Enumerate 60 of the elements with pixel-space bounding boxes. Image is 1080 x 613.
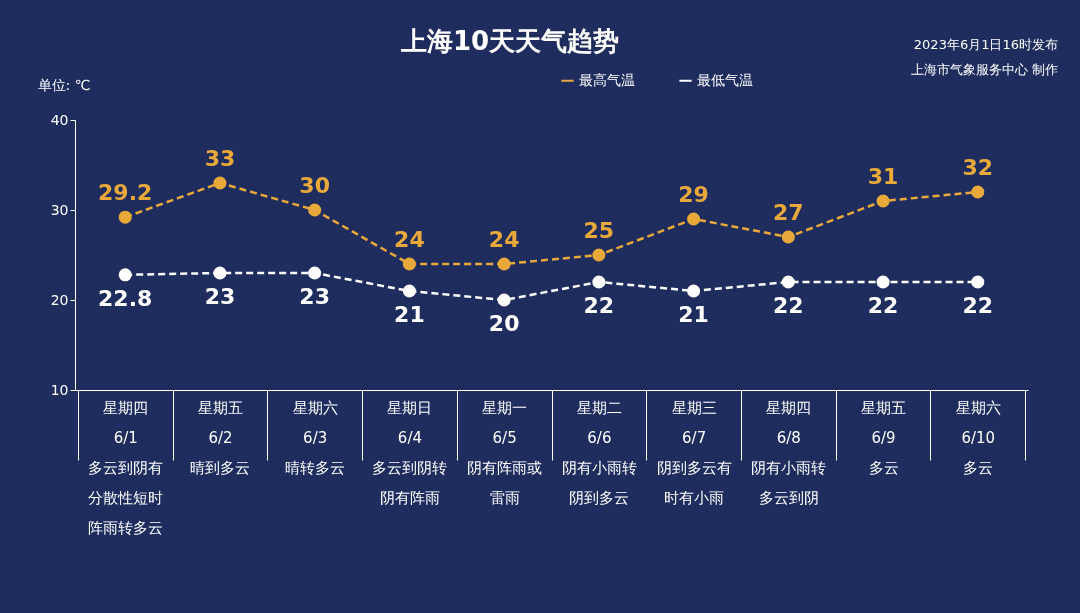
y-tick-label: 30 (50, 201, 69, 218)
point (876, 275, 890, 289)
data-label: 29 (678, 182, 709, 207)
data-label: 32 (962, 155, 994, 180)
point (402, 257, 416, 271)
chart-title: 上海10天天气趋势 (399, 26, 620, 56)
point (592, 248, 606, 262)
point (497, 293, 511, 307)
data-label: 33 (204, 146, 236, 171)
point (213, 266, 227, 280)
data-label: 24 (394, 227, 425, 252)
point (497, 257, 511, 271)
point (118, 268, 132, 282)
x-tick-label: 星期二 6/6 阴有小雨转阴到多云 (561, 398, 637, 507)
x-tick-label: 星期六 6/3 晴转多云 (285, 398, 346, 477)
point (308, 203, 322, 217)
x-tick-label: 星期六 6/10 多云 (955, 398, 1001, 477)
data-label: 22 (773, 293, 804, 318)
point (213, 176, 227, 190)
point (971, 185, 985, 199)
data-label: 30 (299, 173, 330, 198)
x-tick-label: 星期三 6/7 阴到多云有时有小雨 (656, 398, 732, 507)
point (781, 275, 795, 289)
y-axis-title: 单位: ℃ (37, 76, 91, 93)
x-tick-label: 星期五 6/9 多云 (861, 398, 907, 477)
data-label: 23 (299, 284, 330, 309)
data-label: 25 (583, 218, 615, 243)
point (876, 194, 890, 208)
legend-label: 最高气温 (579, 71, 635, 88)
data-label: 21 (678, 302, 709, 327)
text: 2023年6月1日16时发布 (913, 37, 1058, 52)
data-label: 22 (583, 293, 615, 318)
point (687, 212, 701, 226)
point (308, 266, 322, 280)
y-tick-label: 10 (50, 381, 69, 398)
x-tick-label: 星期五 6/2 晴到多云 (190, 398, 251, 477)
point (781, 230, 795, 244)
x-tick-label: 星期日 6/4 多云到阴转阴有阵雨 (372, 398, 448, 507)
data-label: 20 (488, 311, 520, 336)
data-label: 22 (962, 293, 994, 318)
y-tick-label: 20 (50, 291, 69, 308)
point (118, 210, 132, 224)
y-tick-label: 40 (50, 111, 69, 128)
x-tick-label: 星期一 6/5 阴有阵雨或雷雨 (467, 398, 543, 507)
data-label: 29.2 (98, 180, 153, 206)
data-label: 24 (488, 227, 520, 252)
point (971, 275, 985, 289)
data-label: 22.8 (98, 285, 153, 311)
text: 上海市气象服务中心 制作 (910, 62, 1058, 77)
point (687, 284, 701, 298)
data-label: 23 (204, 284, 236, 309)
data-label: 27 (773, 200, 804, 225)
point (592, 275, 606, 289)
x-tick-label: 星期四 6/1 多云到阴有分散性短时阵雨转多云 (88, 398, 164, 537)
x-tick-label: 星期四 6/8 阴有小雨转多云到阴 (751, 398, 827, 507)
data-label: 21 (394, 302, 425, 327)
data-label: 22 (867, 293, 899, 318)
legend-label: 最低气温 (697, 71, 753, 88)
data-label: 31 (867, 164, 899, 189)
point (402, 284, 416, 298)
